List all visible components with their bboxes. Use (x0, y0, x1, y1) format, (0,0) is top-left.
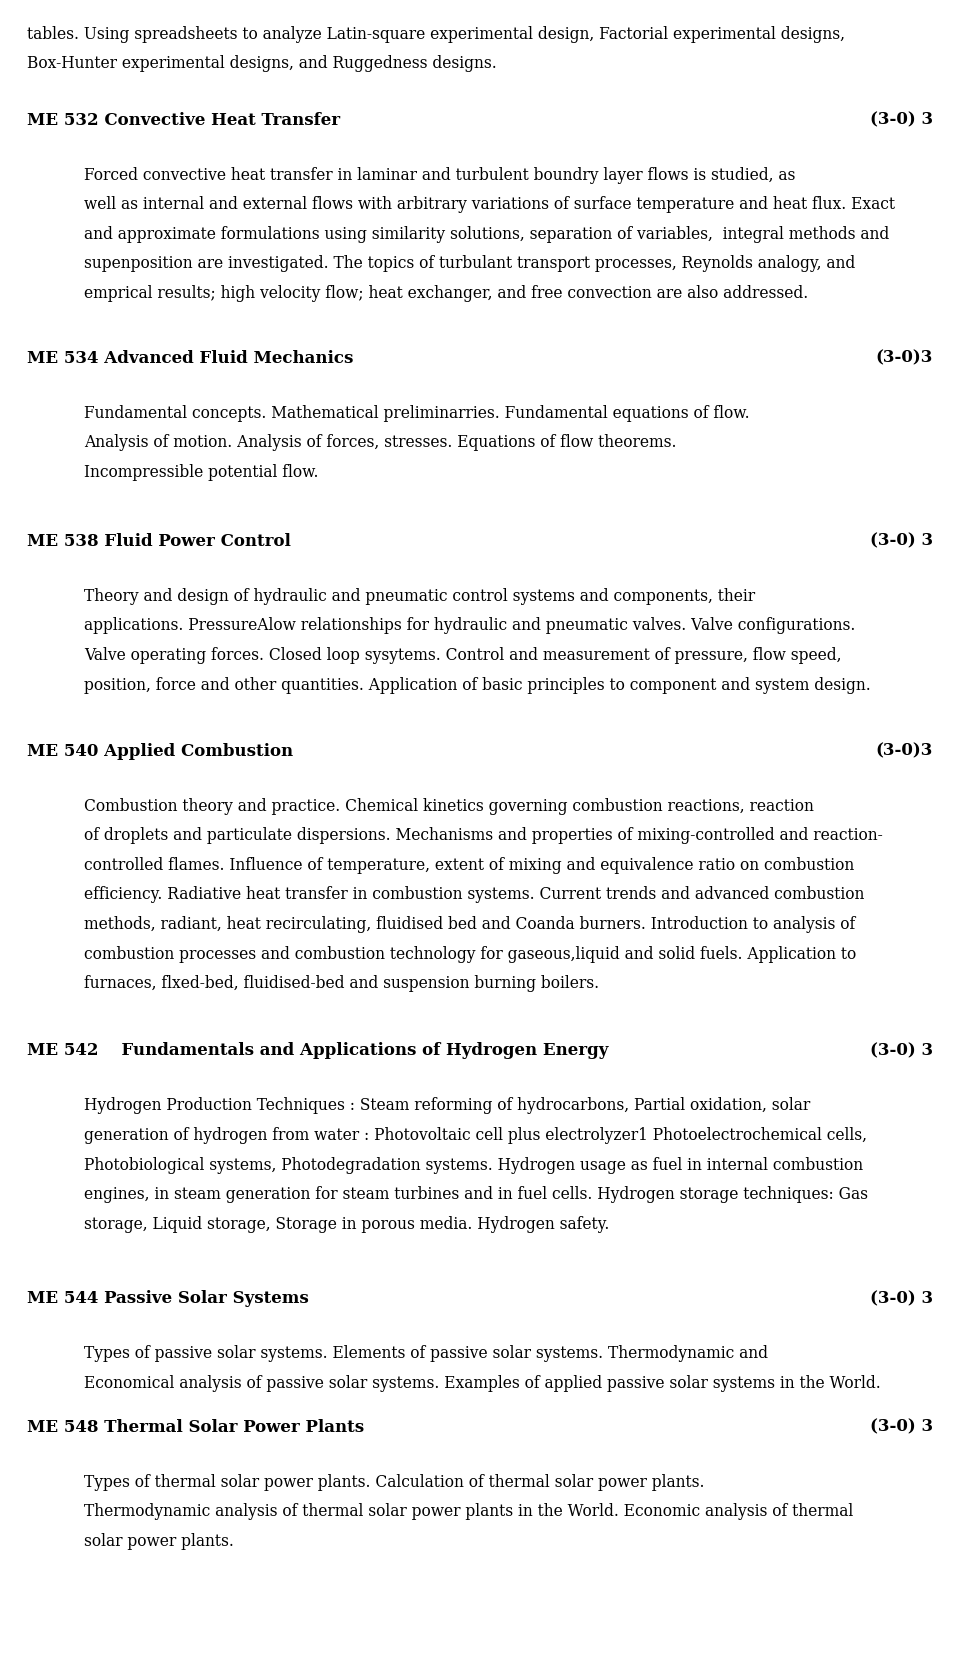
Text: ME 540 Applied Combustion: ME 540 Applied Combustion (27, 742, 293, 759)
Text: (3-0) 3: (3-0) 3 (870, 1042, 933, 1058)
Text: Theory and design of hydraulic and pneumatic control systems and components, the: Theory and design of hydraulic and pneum… (84, 587, 756, 604)
Text: (3-0) 3: (3-0) 3 (870, 1290, 933, 1306)
Text: engines, in steam generation for steam turbines and in fuel cells. Hydrogen stor: engines, in steam generation for steam t… (84, 1185, 869, 1203)
Text: (3-0)3: (3-0)3 (876, 742, 933, 759)
Text: furnaces, flxed-bed, fluidised-bed and suspension burning boilers.: furnaces, flxed-bed, fluidised-bed and s… (84, 975, 600, 992)
Text: Economical analysis of passive solar systems. Examples of applied passive solar : Economical analysis of passive solar sys… (84, 1374, 881, 1391)
Text: Forced convective heat transfer in laminar and turbulent boundry layer flows is : Forced convective heat transfer in lamin… (84, 166, 796, 183)
Text: ME 534 Advanced Fluid Mechanics: ME 534 Advanced Fluid Mechanics (27, 349, 353, 366)
Text: Valve operating forces. Closed loop sysytems. Control and measurement of pressur: Valve operating forces. Closed loop sysy… (84, 647, 842, 664)
Text: emprical results; high velocity flow; heat exchanger, and free convection are al: emprical results; high velocity flow; he… (84, 285, 808, 301)
Text: Hydrogen Production Techniques : Steam reforming of hydrocarbons, Partial oxidat: Hydrogen Production Techniques : Steam r… (84, 1097, 811, 1113)
Text: Types of thermal solar power plants. Calculation of thermal solar power plants.: Types of thermal solar power plants. Cal… (84, 1473, 705, 1489)
Text: ME 538 Fluid Power Control: ME 538 Fluid Power Control (27, 532, 291, 549)
Text: Photobiological systems, Photodegradation systems. Hydrogen usage as fuel in int: Photobiological systems, Photodegradatio… (84, 1156, 864, 1173)
Text: Thermodynamic analysis of thermal solar power plants in the World. Economic anal: Thermodynamic analysis of thermal solar … (84, 1503, 853, 1519)
Text: (3-0) 3: (3-0) 3 (870, 532, 933, 549)
Text: and approximate formulations using similarity solutions, separation of variables: and approximate formulations using simil… (84, 226, 890, 243)
Text: supenposition are investigated. The topics of turbulant transport processes, Rey: supenposition are investigated. The topi… (84, 255, 855, 273)
Text: controlled flames. Influence of temperature, extent of mixing and equivalence ra: controlled flames. Influence of temperat… (84, 857, 854, 874)
Text: ME 548 Thermal Solar Power Plants: ME 548 Thermal Solar Power Plants (27, 1418, 364, 1434)
Text: applications. PressureAlow relationships for hydraulic and pneumatic valves. Val: applications. PressureAlow relationships… (84, 617, 856, 634)
Text: generation of hydrogen from water : Photovoltaic cell plus electrolyzer1 Photoel: generation of hydrogen from water : Phot… (84, 1127, 868, 1143)
Text: ME 542    Fundamentals and Applications of Hydrogen Energy: ME 542 Fundamentals and Applications of … (27, 1042, 609, 1058)
Text: Types of passive solar systems. Elements of passive solar systems. Thermodynamic: Types of passive solar systems. Elements… (84, 1345, 768, 1361)
Text: methods, radiant, heat recirculating, fluidised bed and Coanda burners. Introduc: methods, radiant, heat recirculating, fl… (84, 915, 855, 932)
Text: (3-0)3: (3-0)3 (876, 349, 933, 366)
Text: of droplets and particulate dispersions. Mechanisms and properties of mixing-con: of droplets and particulate dispersions.… (84, 827, 883, 844)
Text: tables. Using spreadsheets to analyze Latin-square experimental design, Factoria: tables. Using spreadsheets to analyze La… (27, 25, 845, 43)
Text: well as internal and external flows with arbitrary variations of surface tempera: well as internal and external flows with… (84, 196, 896, 213)
Text: (3-0) 3: (3-0) 3 (870, 111, 933, 128)
Text: ME 532 Convective Heat Transfer: ME 532 Convective Heat Transfer (27, 111, 340, 128)
Text: Box-Hunter experimental designs, and Ruggedness designs.: Box-Hunter experimental designs, and Rug… (27, 55, 496, 73)
Text: Incompressible potential flow.: Incompressible potential flow. (84, 464, 319, 481)
Text: Analysis of motion. Analysis of forces, stresses. Equations of flow theorems.: Analysis of motion. Analysis of forces, … (84, 434, 677, 451)
Text: efficiency. Radiative heat transfer in combustion systems. Current trends and ad: efficiency. Radiative heat transfer in c… (84, 885, 865, 904)
Text: Fundamental concepts. Mathematical preliminarries. Fundamental equations of flow: Fundamental concepts. Mathematical preli… (84, 404, 750, 421)
Text: ME 544 Passive Solar Systems: ME 544 Passive Solar Systems (27, 1290, 308, 1306)
Text: combustion processes and combustion technology for gaseous,liquid and solid fuel: combustion processes and combustion tech… (84, 945, 856, 962)
Text: solar power plants.: solar power plants. (84, 1533, 234, 1549)
Text: storage, Liquid storage, Storage in porous media. Hydrogen safety.: storage, Liquid storage, Storage in poro… (84, 1215, 610, 1231)
Text: (3-0) 3: (3-0) 3 (870, 1418, 933, 1434)
Text: Combustion theory and practice. Chemical kinetics governing combustion reactions: Combustion theory and practice. Chemical… (84, 797, 814, 814)
Text: position, force and other quantities. Application of basic principles to compone: position, force and other quantities. Ap… (84, 676, 872, 694)
